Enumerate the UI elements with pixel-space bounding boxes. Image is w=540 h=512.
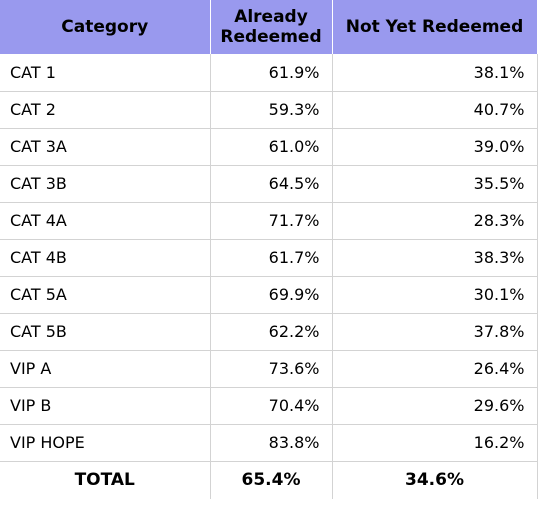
not-yet-redeemed-cell: 29.6% (332, 387, 538, 425)
already-redeemed-cell: 61.0% (210, 128, 333, 166)
already-redeemed-cell: 64.5% (210, 165, 333, 203)
table-row: VIP A 73.6% 26.4% (0, 350, 540, 388)
header-edge (537, 0, 540, 54)
not-yet-redeemed-cell: 30.1% (332, 276, 538, 314)
category-cell: CAT 4B (0, 239, 211, 277)
category-cell: CAT 3B (0, 165, 211, 203)
header-already-redeemed: Already Redeemed (210, 0, 333, 54)
table-footer: TOTAL 65.4% 34.6% (0, 461, 540, 499)
total-label: TOTAL (0, 461, 211, 499)
category-cell: VIP HOPE (0, 424, 211, 462)
already-redeemed-cell: 83.8% (210, 424, 333, 462)
table-row: CAT 5A 69.9% 30.1% (0, 276, 540, 314)
header-row: Category Already Redeemed Not Yet Redeem… (0, 0, 540, 54)
already-redeemed-cell: 59.3% (210, 91, 333, 129)
already-redeemed-cell: 61.9% (210, 54, 333, 92)
header-category-line: Category (61, 17, 149, 37)
not-yet-redeemed-cell: 35.5% (332, 165, 538, 203)
category-cell: CAT 5B (0, 313, 211, 351)
table-row: CAT 3A 61.0% 39.0% (0, 128, 540, 166)
total-not-yet-redeemed: 34.6% (332, 461, 538, 499)
category-cell: CAT 1 (0, 54, 211, 92)
already-redeemed-cell: 70.4% (210, 387, 333, 425)
not-yet-redeemed-cell: 26.4% (332, 350, 538, 388)
already-redeemed-cell: 61.7% (210, 239, 333, 277)
total-already-redeemed: 65.4% (210, 461, 333, 499)
table-row: VIP B 70.4% 29.6% (0, 387, 540, 425)
total-row: TOTAL 65.4% 34.6% (0, 461, 540, 499)
category-cell: VIP A (0, 350, 211, 388)
table-header: Category Already Redeemed Not Yet Redeem… (0, 0, 540, 54)
already-redeemed-cell: 71.7% (210, 202, 333, 240)
not-yet-redeemed-cell: 38.1% (332, 54, 538, 92)
table-row: CAT 2 59.3% 40.7% (0, 91, 540, 129)
not-yet-redeemed-cell: 40.7% (332, 91, 538, 129)
already-redeemed-cell: 69.9% (210, 276, 333, 314)
table-body: CAT 1 61.9% 38.1% CAT 2 59.3% 40.7% CAT 3A 61.0… (0, 54, 540, 462)
already-redeemed-cell: 73.6% (210, 350, 333, 388)
table-row: VIP HOPE 83.8% 16.2% (0, 424, 540, 462)
category-cell: VIP B (0, 387, 211, 425)
not-yet-redeemed-cell: 38.3% (332, 239, 538, 277)
category-cell: CAT 5A (0, 276, 211, 314)
header-not-yet-redeemed: Not Yet Redeemed (332, 0, 538, 54)
category-cell: CAT 2 (0, 91, 211, 129)
not-yet-redeemed-cell: 16.2% (332, 424, 538, 462)
not-yet-redeemed-cell: 37.8% (332, 313, 538, 351)
table-row: CAT 4A 71.7% 28.3% (0, 202, 540, 240)
table-row: CAT 3B 64.5% 35.5% (0, 165, 540, 203)
header-not-yet-redeemed-line: Not Yet Redeemed (345, 17, 524, 37)
header-already-redeemed-line-2: Redeemed (220, 27, 322, 47)
header-already-redeemed-line-1: Already (234, 7, 308, 27)
category-cell: CAT 3A (0, 128, 211, 166)
not-yet-redeemed-cell: 28.3% (332, 202, 538, 240)
table-row: CAT 1 61.9% 38.1% (0, 54, 540, 92)
not-yet-redeemed-cell: 39.0% (332, 128, 538, 166)
category-cell: CAT 4A (0, 202, 211, 240)
header-category: Category (0, 0, 211, 54)
already-redeemed-cell: 62.2% (210, 313, 333, 351)
redemption-table: Category Already Redeemed Not Yet Redeem… (0, 0, 540, 499)
table-row: CAT 5B 62.2% 37.8% (0, 313, 540, 351)
table-row: CAT 4B 61.7% 38.3% (0, 239, 540, 277)
